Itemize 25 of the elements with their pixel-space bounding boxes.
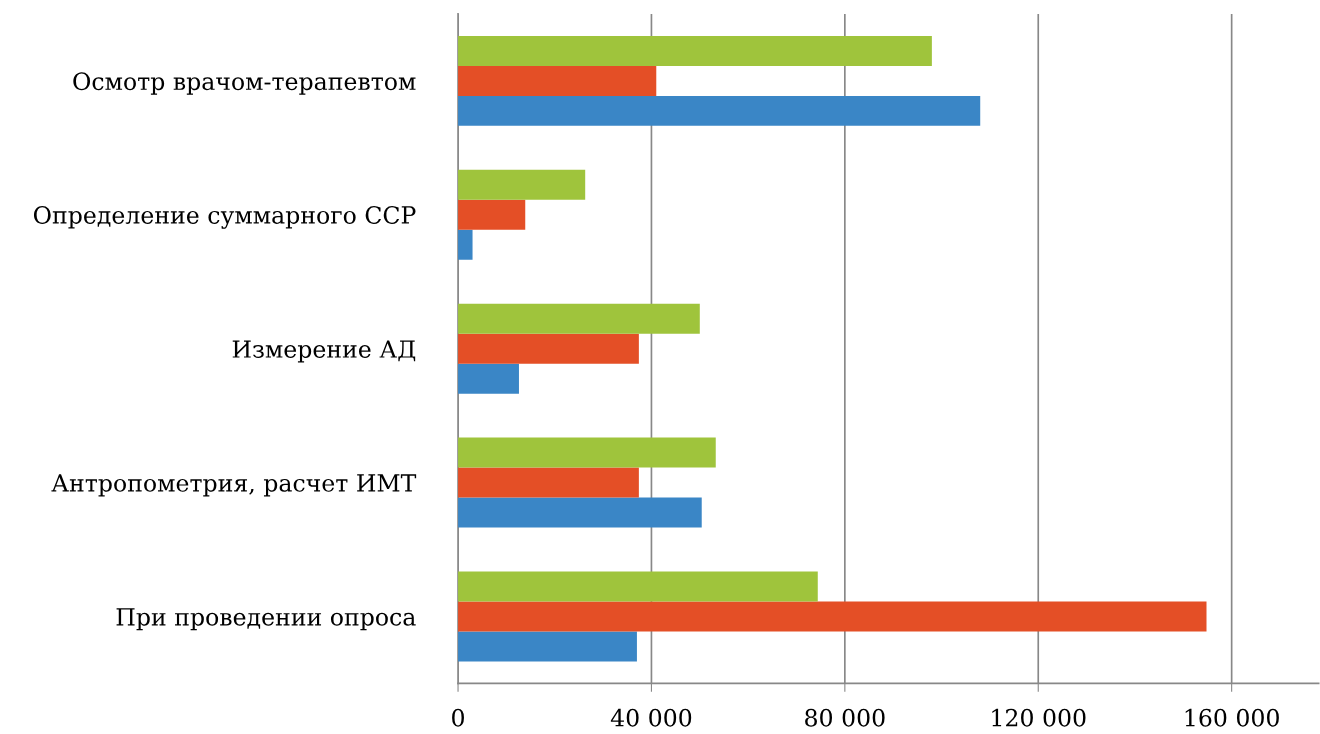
bar (458, 65, 657, 96)
bar (458, 601, 1207, 632)
bar (458, 437, 716, 468)
bar (458, 363, 519, 394)
x-tick-label: 80 000 (805, 708, 885, 727)
bar (458, 497, 702, 528)
bar (458, 467, 639, 498)
bar (458, 303, 700, 334)
bar (458, 199, 526, 230)
y-tick-label: Антропометрия, расчет ИМТ (51, 474, 417, 497)
x-tick-label: 160 000 (1185, 708, 1279, 727)
x-tick-label: 0 (452, 708, 464, 727)
y-tick-label: Определение суммарного ССР (33, 206, 416, 229)
y-tick-label: Осмотр врачом-терапевтом (73, 72, 416, 95)
x-tick-label: 40 000 (610, 708, 692, 727)
x-tick-label: 120 000 (992, 708, 1086, 727)
bar (458, 571, 818, 602)
y-tick-label: Измерение АД (232, 340, 416, 363)
bar (458, 169, 586, 200)
bar (458, 95, 981, 126)
bar (458, 333, 639, 364)
bar (458, 631, 637, 662)
bar (458, 229, 473, 260)
y-tick-label: При проведении опроса (116, 608, 416, 631)
bar (458, 35, 932, 66)
